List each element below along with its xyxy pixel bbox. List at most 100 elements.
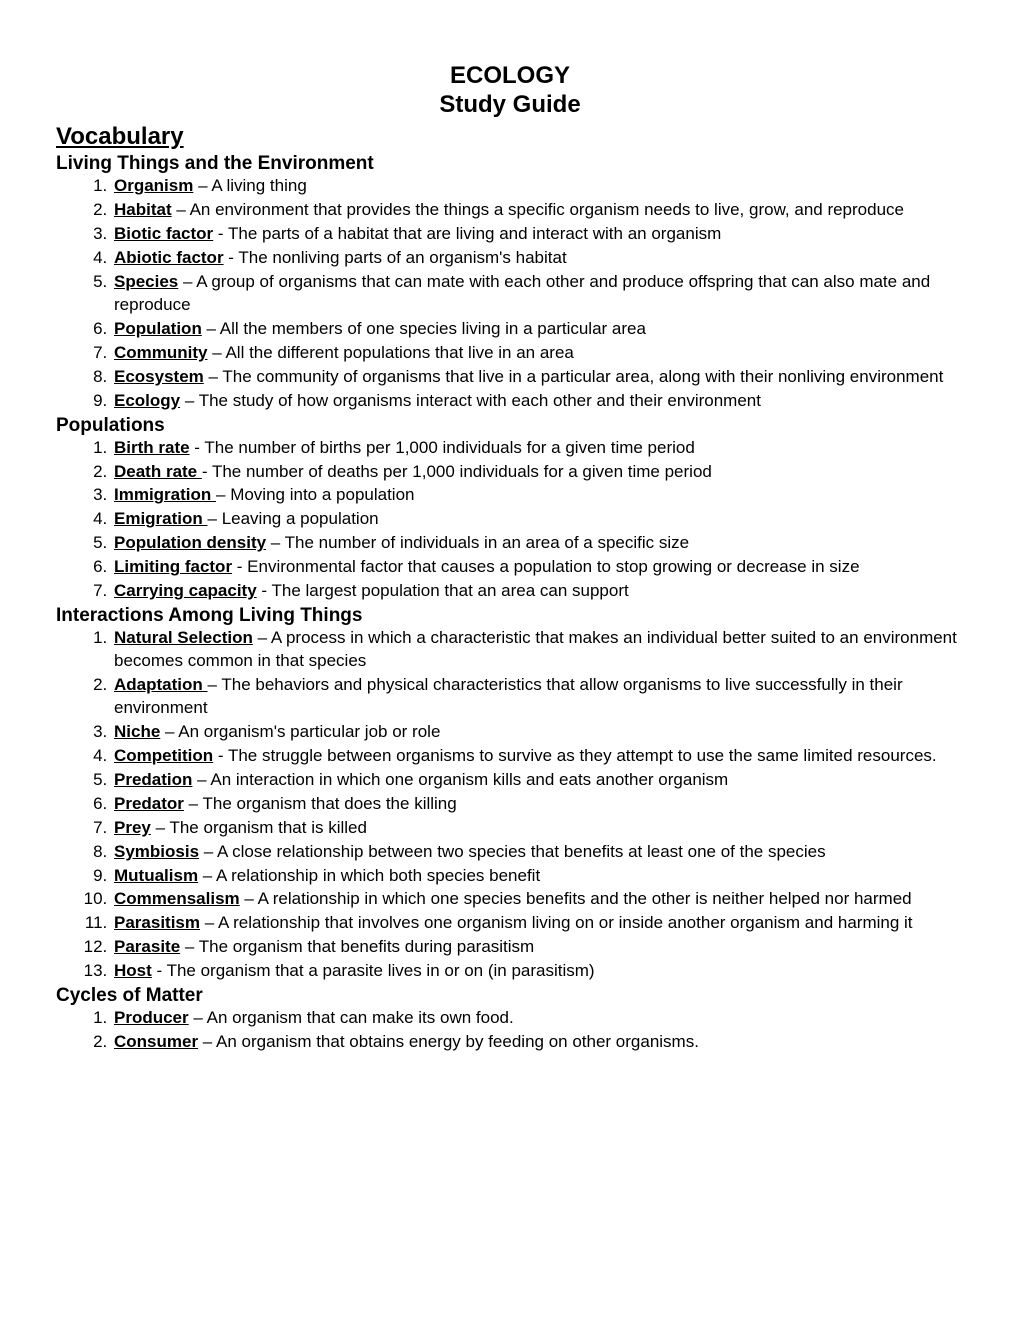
definition: – A living thing [193,176,306,195]
definition-list: Natural Selection – A process in which a… [56,627,964,983]
term: Consumer [114,1032,198,1051]
definition: – An interaction in which one organism k… [192,770,728,789]
definition: – A relationship in which one species be… [240,889,912,908]
list-item: Host - The organism that a parasite live… [112,960,964,983]
term: Natural Selection [114,628,253,647]
term: Community [114,343,208,362]
term: Birth rate [114,438,190,457]
sections-container: Living Things and the EnvironmentOrganis… [56,153,964,1054]
term: Limiting factor [114,557,232,576]
term: Host [114,961,152,980]
term: Niche [114,722,160,741]
list-item: Prey – The organism that is killed [112,817,964,840]
list-item: Organism – A living thing [112,175,964,198]
term: Symbiosis [114,842,199,861]
list-item: Predator – The organism that does the ki… [112,793,964,816]
definition-list: Birth rate - The number of births per 1,… [56,437,964,604]
definition-list: Organism – A living thingHabitat – An en… [56,175,964,412]
term: Parasite [114,937,180,956]
definition: - Environmental factor that causes a pop… [232,557,859,576]
vocabulary-heading: Vocabulary [56,123,964,151]
definition: – An environment that provides the thing… [172,200,904,219]
definition: - The number of births per 1,000 individ… [190,438,695,457]
definition: - The nonliving parts of an organism's h… [224,248,567,267]
list-item: Competition - The struggle between organ… [112,745,964,768]
list-item: Commensalism – A relationship in which o… [112,888,964,911]
term: Prey [114,818,151,837]
list-item: Carrying capacity - The largest populati… [112,580,964,603]
term: Immigration [114,485,216,504]
definition: – All the members of one species living … [202,319,646,338]
definition: – All the different populations that liv… [208,343,574,362]
term: Population [114,319,202,338]
definition: – An organism that can make its own food… [189,1008,514,1027]
definition: – A relationship that involves one organ… [200,913,913,932]
list-item: Emigration – Leaving a population [112,508,964,531]
subsection-heading: Interactions Among Living Things [56,605,964,627]
subsection-heading: Populations [56,415,964,437]
list-item: Parasitism – A relationship that involve… [112,912,964,935]
list-item: Species – A group of organisms that can … [112,271,964,317]
list-item: Habitat – An environment that provides t… [112,199,964,222]
definition: – A group of organisms that can mate wit… [114,272,930,314]
list-item: Predation – An interaction in which one … [112,769,964,792]
list-item: Symbiosis – A close relationship between… [112,841,964,864]
list-item: Limiting factor - Environmental factor t… [112,556,964,579]
term: Abiotic factor [114,248,224,267]
definition: – The organism that does the killing [184,794,457,813]
list-item: Natural Selection – A process in which a… [112,627,964,673]
list-item: Parasite – The organism that benefits du… [112,936,964,959]
term: Predator [114,794,184,813]
definition-list: Producer – An organism that can make its… [56,1007,964,1054]
term: Competition [114,746,213,765]
definition: - The number of deaths per 1,000 individ… [202,462,712,481]
definition: - The organism that a parasite lives in … [152,961,595,980]
list-item: Immigration – Moving into a population [112,484,964,507]
list-item: Population density – The number of indiv… [112,532,964,555]
definition: – The number of individuals in an area o… [266,533,689,552]
term: Species [114,272,178,291]
term: Commensalism [114,889,240,908]
term: Emigration [114,509,208,528]
list-item: Ecology – The study of how organisms int… [112,390,964,413]
term: Predation [114,770,192,789]
definition: – An organism's particular job or role [160,722,440,741]
list-item: Consumer – An organism that obtains ener… [112,1031,964,1054]
list-item: Birth rate - The number of births per 1,… [112,437,964,460]
term: Organism [114,176,193,195]
term: Biotic factor [114,224,213,243]
list-item: Community – All the different population… [112,342,964,365]
definition: – The community of organisms that live i… [204,367,944,386]
definition: - The parts of a habitat that are living… [213,224,721,243]
definition: – A relationship in which both species b… [198,866,540,885]
term: Adaptation [114,675,208,694]
term: Producer [114,1008,189,1027]
term: Death rate [114,462,202,481]
document-title-line2: Study Guide [56,91,964,119]
definition: – Leaving a population [208,509,379,528]
definition: – The behaviors and physical characteris… [114,675,903,717]
list-item: Ecosystem – The community of organisms t… [112,366,964,389]
term: Habitat [114,200,172,219]
list-item: Niche – An organism's particular job or … [112,721,964,744]
document-title-line1: ECOLOGY [56,60,964,91]
list-item: Mutualism – A relationship in which both… [112,865,964,888]
term: Carrying capacity [114,581,257,600]
definition: – A close relationship between two speci… [199,842,826,861]
term: Ecology [114,391,180,410]
definition: – The study of how organisms interact wi… [180,391,761,410]
term: Parasitism [114,913,200,932]
list-item: Abiotic factor - The nonliving parts of … [112,247,964,270]
definition: – The organism that is killed [151,818,367,837]
definition: – An organism that obtains energy by fee… [198,1032,699,1051]
term: Mutualism [114,866,198,885]
term: Population density [114,533,266,552]
term: Ecosystem [114,367,204,386]
list-item: Biotic factor - The parts of a habitat t… [112,223,964,246]
list-item: Adaptation – The behaviors and physical … [112,674,964,720]
definition: - The largest population that an area ca… [257,581,629,600]
subsection-heading: Cycles of Matter [56,985,964,1007]
definition: – The organism that benefits during para… [180,937,534,956]
list-item: Population – All the members of one spec… [112,318,964,341]
subsection-heading: Living Things and the Environment [56,153,964,175]
